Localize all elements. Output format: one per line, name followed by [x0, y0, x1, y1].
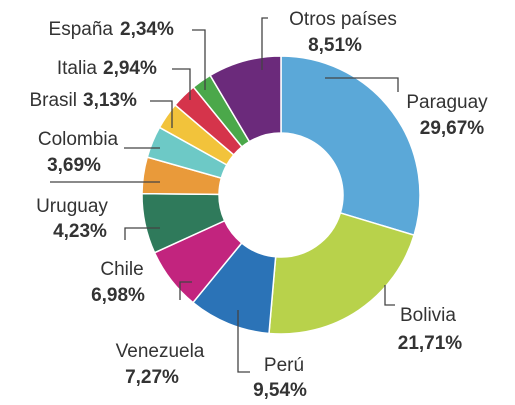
- value-label: 2,34%: [120, 19, 174, 40]
- slice: [280, 55, 421, 237]
- leader-line: [325, 77, 399, 92]
- slice-label: Bolivia: [400, 305, 456, 326]
- slice-label: Venezuela: [116, 341, 205, 362]
- leader-line: [237, 310, 250, 373]
- slice-label: Uruguay: [36, 196, 108, 217]
- value-label: 2,94%: [103, 58, 157, 79]
- value-label: 7,27%: [125, 367, 179, 388]
- leader-line: [124, 227, 160, 240]
- leader-line: [150, 100, 173, 128]
- slice-label: Chile: [100, 259, 143, 280]
- leader-line: [192, 29, 206, 90]
- leader-line: [384, 285, 395, 306]
- slice-label: España: [49, 19, 114, 40]
- value-label: 29,67%: [420, 118, 485, 139]
- slice-label: Otros países: [289, 9, 397, 30]
- slice: [268, 211, 416, 335]
- leader-line: [261, 17, 268, 70]
- value-label: 6,98%: [91, 285, 145, 306]
- slice-label: Paraguay: [406, 92, 488, 113]
- slice-label: Brasil: [29, 90, 77, 111]
- value-label: 8,51%: [308, 35, 362, 56]
- leader-line: [172, 68, 191, 100]
- slice-label: Colombia: [38, 129, 119, 150]
- value-label: 21,71%: [398, 333, 463, 354]
- value-label: 3,13%: [83, 90, 137, 111]
- value-label: 9,54%: [253, 380, 307, 401]
- slice: [209, 55, 282, 143]
- value-label: 3,69%: [47, 155, 101, 176]
- leader-line: [179, 281, 192, 300]
- slice-label: Perú: [264, 355, 304, 376]
- value-label: 4,23%: [53, 221, 107, 242]
- slice-label: Italia: [57, 58, 98, 79]
